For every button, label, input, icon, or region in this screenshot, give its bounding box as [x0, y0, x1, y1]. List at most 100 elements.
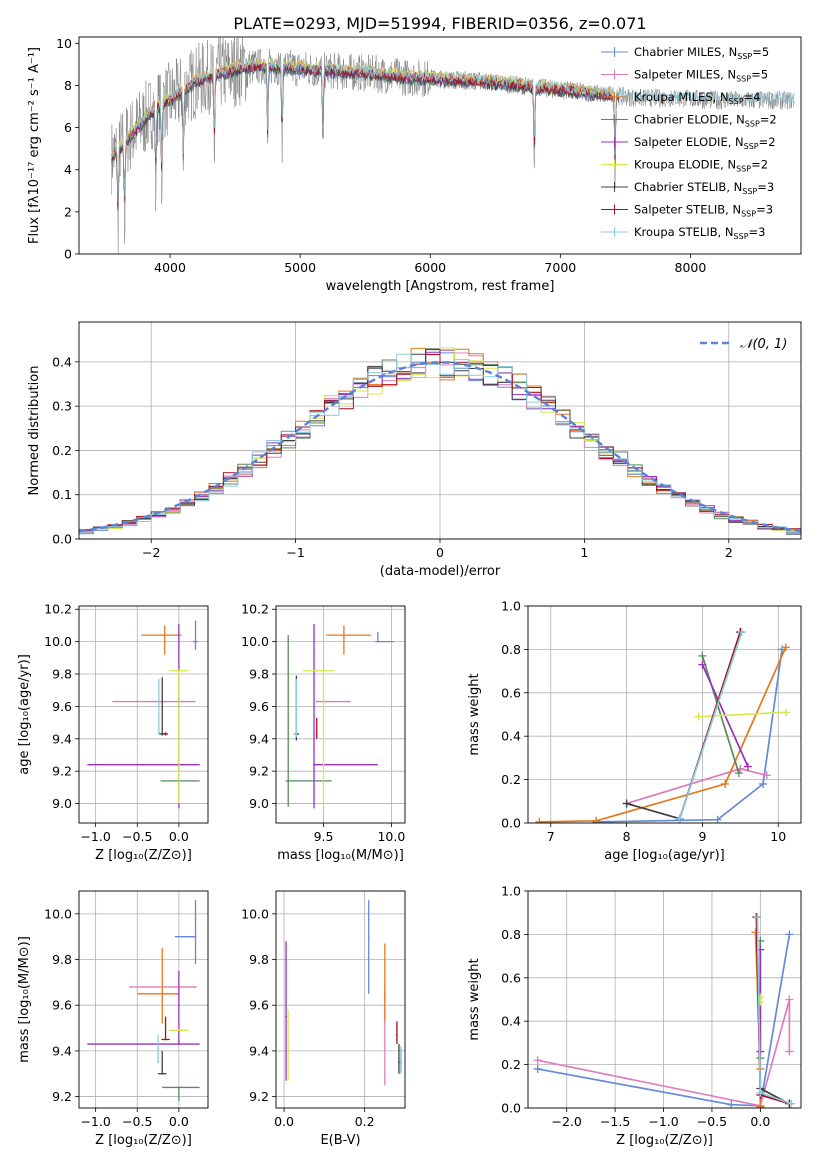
mass-vs-ebv-series [285, 900, 402, 1086]
age-vs-mass-xtick-label: 10.0 [377, 829, 405, 844]
age-vs-mass-ytick-label: 9.8 [249, 667, 269, 682]
legend-subscript: SSP [745, 120, 760, 129]
weight-vs-z-marker-0 [785, 930, 794, 939]
spectrum-xlabel: wavelength [Angstrom, rest frame] [326, 279, 555, 294]
legend-nssp: =5 [751, 68, 768, 82]
weight-vs-z-series [533, 913, 796, 1108]
mass-vs-ebv-point-6 [398, 1061, 400, 1064]
residuals-xtick-label: −2 [142, 545, 160, 560]
weight-vs-age-line-0 [596, 649, 783, 823]
mass-vs-ebv-xlabel: E(B-V) [320, 1133, 360, 1148]
residuals-ytick-label: 0.0 [52, 532, 72, 547]
age-vs-z-axes: −1.0 −0.5 0.0 9.0 9.2 9.4 9.6 9.8 10.0 10.2 Z [log… [17, 602, 208, 863]
weight-vs-age-ytick-label: 1.0 [501, 599, 521, 614]
spectrum-observed-line [111, 37, 795, 254]
age-vs-mass-ytick-label: 9.6 [249, 699, 269, 714]
weight-vs-age-marker-2 [721, 779, 730, 788]
mass-vs-ebv-ytick-label: 9.6 [249, 998, 269, 1013]
legend-subscript: SSP [736, 165, 751, 174]
weight-vs-age-marker-3 [734, 769, 743, 778]
weight-vs-age-xtick-label: 7 [547, 829, 555, 844]
age-vs-z-point-2 [163, 634, 166, 637]
age-vs-mass-point-7 [315, 733, 318, 735]
age-vs-mass-series [285, 623, 395, 809]
weight-vs-z-line-7 [755, 916, 790, 1105]
mass-vs-ebv-axes: 0.0 0.2 9.2 9.4 9.6 9.8 10.0 E(B-V) [241, 891, 405, 1148]
spectrum-model-line-5 [111, 59, 620, 209]
figure-title: PLATE=0293, MJD=51994, FIBERID=0356, z=0… [233, 14, 646, 33]
weight-vs-z-marker-0 [727, 1100, 736, 1108]
legend-model-name: Salpeter MILES, N [634, 68, 736, 82]
spectrum-ytick-label: 8 [64, 78, 72, 93]
weight-vs-age-xlabel: age [log₁₀(age/yr)] [604, 848, 725, 863]
weight-vs-age-ytick-label: 0.6 [501, 685, 521, 700]
weight-vs-age-marker-0 [713, 815, 722, 823]
mass-vs-z-xlabel: Z [log₁₀(Z/Z⊙)] [95, 1133, 192, 1148]
spectrum-xtick-label: 7000 [544, 260, 576, 275]
age-vs-z-point-5 [177, 669, 180, 672]
weight-vs-z-marker-1 [785, 995, 794, 1004]
mass-vs-ebv-xtick-label: 0.2 [355, 1114, 375, 1129]
mass-vs-z-point-7 [164, 1038, 167, 1041]
legend-model-name: Chabrier MILES, N [634, 45, 737, 59]
mass-vs-z-point-3 [177, 1086, 180, 1089]
age-vs-z-xtick-label: 0.0 [169, 829, 189, 844]
spectrum-xtick-label: 8000 [675, 260, 707, 275]
legend-model-name: Chabrier ELODIE, N [634, 113, 745, 127]
age-vs-z-xtick-label: −0.5 [122, 829, 152, 844]
weight-vs-z-line-6 [755, 916, 790, 1105]
weight-vs-z-marker-8 [787, 1099, 796, 1108]
age-vs-mass-point-8 [295, 733, 298, 735]
weight-vs-age-marker-3 [698, 651, 707, 660]
age-vs-mass-point-2 [342, 634, 345, 637]
age-vs-z-point-7 [164, 733, 167, 735]
residuals-ylabel: Normed distribution [27, 366, 42, 496]
weight-vs-age-marker-4 [743, 762, 752, 771]
legend-nssp: =2 [759, 135, 776, 149]
spectrum-ytick-label: 4 [64, 162, 72, 177]
residuals-xtick-label: 2 [725, 545, 733, 560]
mass-vs-ebv-point-5 [287, 1043, 289, 1045]
weight-vs-z-ylabel: mass weight [467, 958, 482, 1040]
legend-subscript: SSP [744, 142, 759, 151]
legend-nssp: =4 [744, 90, 761, 104]
age-vs-z-series [87, 620, 200, 809]
legend-label: Chabrier STELIB, NSSP=3 [634, 180, 774, 196]
age-vs-mass-xlabel: mass [log₁₀(M/M⊙)] [277, 848, 404, 863]
weight-vs-z-ytick-label: 1.0 [501, 884, 521, 899]
mass-vs-z-axes: −1.0 −0.5 0.0 9.2 9.4 9.6 9.8 10.0 Z [log₁₀(Z/Z⊙… [17, 891, 208, 1148]
spectrum-xtick-label: 6000 [414, 260, 446, 275]
age-vs-z-ytick-label: 10.2 [44, 602, 72, 617]
spectrum-axes: 4000 5000 6000 7000 8000 0 2 4 6 8 10 wavelength [A… [27, 36, 706, 294]
age-vs-z-ytick-label: 9.8 [52, 667, 72, 682]
age-vs-mass-ytick-label: 9.2 [249, 764, 269, 779]
age-vs-z-xlabel: Z [log₁₀(Z/Z⊙)] [95, 848, 192, 863]
weight-vs-age-ytick-label: 0.8 [501, 642, 521, 657]
spectrum-xtick-label: 4000 [154, 260, 186, 275]
mass-vs-ebv-point-8 [400, 1059, 402, 1061]
residuals-ytick-label: 0.1 [52, 487, 72, 502]
mass-vs-z-ytick-label: 9.4 [52, 1043, 72, 1058]
residuals-xtick-label: 1 [580, 545, 588, 560]
legend-nssp: =3 [756, 203, 773, 217]
weight-vs-age-ytick-label: 0.0 [501, 816, 521, 831]
mass-vs-z-ytick-label: 10.0 [44, 906, 72, 921]
legend-model-name: Kroupa MILES, N [634, 90, 729, 104]
weight-vs-z-ytick-label: 0.2 [501, 1057, 521, 1072]
legend-label: Kroupa STELIB, NSSP=3 [634, 225, 765, 241]
legend-nssp: =3 [757, 180, 774, 194]
legend-subscript: SSP [737, 52, 752, 61]
mass-vs-z-ylabel: mass [log₁₀(M/M⊙)] [17, 936, 32, 1063]
age-vs-mass-axes: 9.5 10.0 9.0 9.2 9.4 9.6 9.8 10.0 10.2 mass [log₁… [241, 602, 405, 863]
weight-vs-age-marker-1 [762, 771, 771, 780]
weight-vs-z-frame [527, 890, 802, 1109]
weight-vs-z-marker-8 [756, 1088, 765, 1097]
weight-vs-age-marker-5 [781, 708, 790, 717]
weight-vs-age-line-2 [539, 646, 787, 823]
age-vs-z-ytick-label: 9.0 [52, 796, 72, 811]
legend-label: Kroupa ELODIE, NSSP=2 [634, 158, 768, 174]
spectrum-ytick-label: 0 [64, 247, 72, 262]
weight-vs-z-ytick-label: 0.4 [501, 1014, 521, 1029]
mass-vs-ebv-ytick-label: 9.2 [249, 1089, 269, 1104]
